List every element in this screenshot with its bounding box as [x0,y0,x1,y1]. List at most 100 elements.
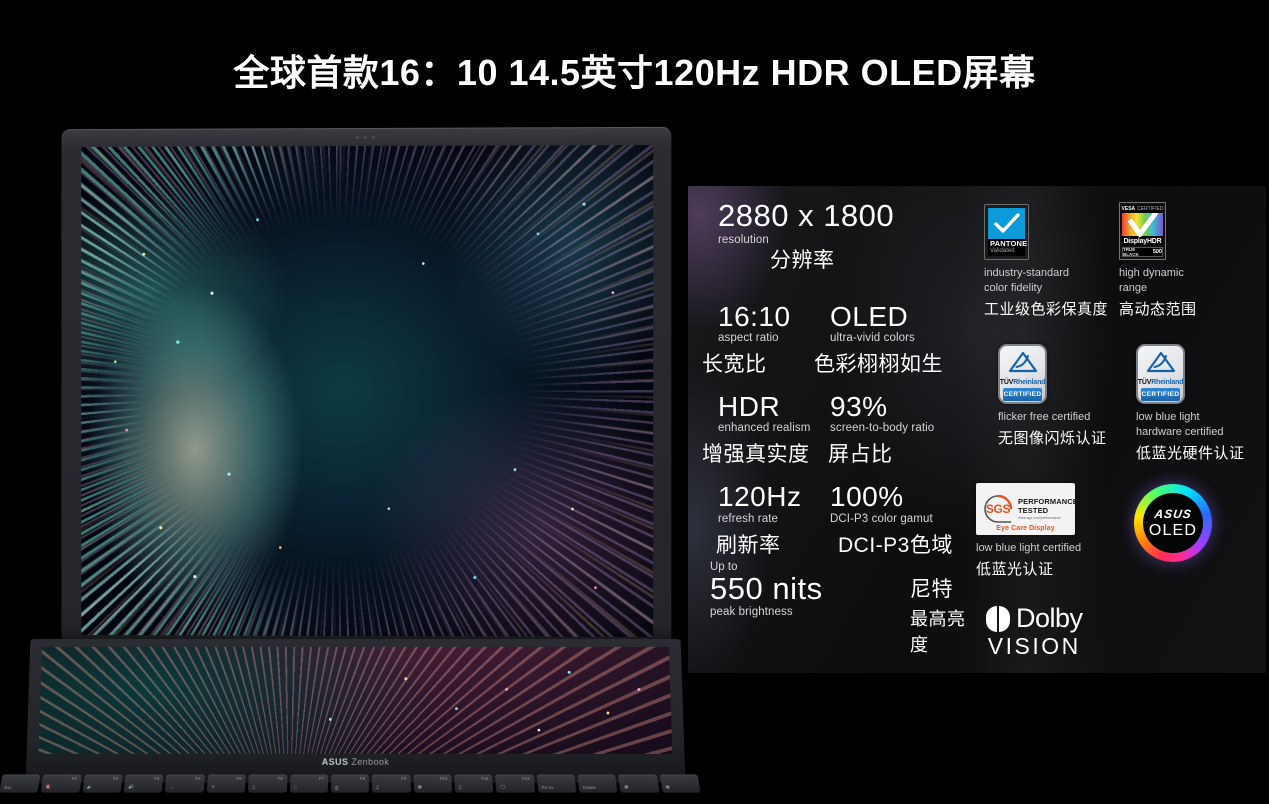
pantone-brand: PANTONE [990,239,1028,249]
spec-hdr-value: HDR [718,390,781,422]
cert-pantone-label-en: industry-standard color fidelity [984,266,1108,296]
spec-brightness-sub: peak brightness [710,606,793,619]
spec-resolution: 2880 x 1800 resolution 分辨率 [696,199,981,274]
tier-true-black: TRUE BLACK [1123,246,1139,257]
key-print-screen[interactable]: Prt Sc [536,774,577,793]
key-f10-camera-off[interactable]: ▣ F10 [413,774,453,793]
cert-sgs: SGS PERFORMANCE TESTED www.sgs.com/perfo… [976,483,1081,579]
pantone-sub: Validated [990,247,1015,254]
dolby-double-d-icon [986,605,1010,632]
spec-oled-value: OLED [830,300,909,332]
spec-gamut-sub: DCI-P3 color gamut [830,512,933,525]
cert-flicker-free: TÜVRheinland CERTIFIED flicker free cert… [998,344,1107,448]
key-f1-mute[interactable]: 🔇 F1 [40,774,82,793]
key-delete[interactable]: Delete [577,774,618,793]
key-f8-projector[interactable]: ⎙ F8 [330,774,370,793]
key-lock[interactable]: ▣ [659,774,701,793]
sgs-right-text: PERFORMANCE TESTED www.sgs.com/performan… [1018,497,1078,520]
check-icon [1122,212,1163,237]
dolby-line1: Dolby [986,605,1083,632]
cert-displayhdr-label-cn: 高动态范围 [1119,300,1197,318]
webcam-dot [371,135,375,139]
asus-oled-name: OLED [1148,521,1198,539]
vesa-rainbow-block [1122,212,1163,237]
spec-stb-cn: 屏占比 [828,443,893,467]
webcam-dot [363,135,367,139]
key-f5-brightness-up[interactable]: ☀ F5 [206,774,246,793]
sgs-performance-tested-badge: SGS PERFORMANCE TESTED www.sgs.com/perfo… [976,483,1078,535]
cert-dolby-vision: Dolby VISION [986,605,1083,660]
dolby-d-left [986,605,997,632]
sgs-ring-icon: SGS [981,492,1015,526]
spec-brightness-value: 550 nits [710,570,823,606]
spec-gamut-value: 100% [830,481,904,513]
spec-refresh-cn: 刷新率 [716,533,781,557]
cert-lbl-hw-line2: hardware certified [1136,425,1224,438]
cert-sgs-label-en: low blue light certified [976,542,1082,554]
tuv-triangle-icon [1008,351,1038,378]
spec-list: 2880 x 1800 resolution 分辨率 16:10 aspect … [696,199,981,657]
dolby-d-right [999,605,1010,632]
key-f11-screenpad[interactable]: ⎕ F11 [454,774,494,793]
keyboard-function-row[interactable]: Esc 🔇 F1 🔈 F2 🔊 F3 ☼ F4 ☀ F5 ⎕ F6 ░ F7 ⎙ F8 ⎕ F9 … [0,774,703,803]
pantone-validated-badge: PANTONE Validated [984,204,1029,260]
spec-aspect-sub: aspect ratio [718,331,779,344]
displayhdr-tier: TRUE BLACK 500 [1122,246,1163,257]
sgs-tagline: Eye Care Display [996,525,1055,532]
spec-brightness-cn2: 最高亮度 [910,608,966,655]
spec-aspect-oled: 16:10 aspect ratio OLED ultra-vivid colo… [696,300,981,378]
tuv-rheinland-badge: TÜVRheinland CERTIFIED [998,344,1047,404]
key-f3-volume-up[interactable]: 🔊 F3 [123,774,164,793]
brand-asus: ASUS [321,756,349,767]
spec-resolution-sub: resolution [718,233,769,246]
brand-zenbook: Zenbook [351,756,390,767]
key-f7-keyboard-backlight[interactable]: ░ F7 [289,774,329,793]
cert-asus-oled: ASUS OLED [1134,484,1212,562]
check-icon [993,212,1020,233]
cert-flicker-free-label-cn: 无图像闪烁认证 [998,429,1107,447]
spec-gamut-cn: DCI-P3色域 [838,533,953,557]
pantone-name-bar: PANTONE Validated [988,239,1028,256]
cert-sgs-label-cn: 低蓝光认证 [976,560,1054,578]
spec-panel: 2880 x 1800 resolution 分辨率 16:10 aspect … [688,186,1266,673]
laptop-lid [61,126,672,650]
key-f6-display-switch[interactable]: ⎕ F6 [247,774,287,793]
spec-stb-sub: screen-to-body ratio [830,422,935,435]
spec-brightness: Up to 550 nits peak brightness 尼特 最高亮度 [696,561,981,657]
cert-displayhdr-label-line2: range [1119,281,1148,294]
cert-pantone-label-line2: color fidelity [984,281,1043,294]
tuv-certified-bar: CERTIFIED [1003,388,1042,401]
cert-low-blue-light-label-en: low blue light hardware certified [1136,410,1245,440]
spec-brightness-upto: Up to [710,560,738,573]
key-snip[interactable]: ▣ [618,774,660,793]
screenpad-specks [38,646,673,754]
cert-pantone: PANTONE Validated industry-standard colo… [984,204,1108,319]
asus-wordmark: ASUS [1153,506,1193,521]
key-f2-volume-down[interactable]: 🔈 F2 [82,774,123,793]
key-f9-touchpad-lock[interactable]: ⎕ F9 [372,774,411,793]
spec-hdr-stb: HDR enhanced realism 93% screen-to-body … [696,392,981,468]
cert-lbl-hw-line1: low blue light [1136,411,1200,423]
spec-oled-cn: 色彩栩栩如生 [814,352,943,376]
spec-refresh-value: 120Hz [718,481,802,513]
vesa-displayhdr-badge: VESA CERTIFIED DisplayHDR TRUE BLACK [1119,202,1166,260]
webcam-dot [355,135,359,139]
cert-flicker-free-label-en: flicker free certified [998,410,1107,425]
tier-500: 500 [1152,248,1162,255]
pantone-blue-square [988,208,1025,239]
spec-aspect-value: 16:10 [718,300,791,332]
cert-low-blue-light-hw: TÜVRheinland CERTIFIED low blue light ha… [1136,344,1245,463]
cert-displayhdr: VESA CERTIFIED DisplayHDR TRUE BLACK [1119,202,1197,319]
spec-refresh-sub: refresh rate [718,512,779,525]
key-esc[interactable]: Esc [0,774,41,793]
laptop-brand-label: ASUS Zenbook [26,757,685,767]
asus-oled-badge: ASUS OLED [1134,484,1212,562]
laptop-screenpad: ASUS Zenbook [25,639,686,783]
key-f4-brightness-down[interactable]: ☼ F4 [165,774,205,793]
tuv-triangle-icon [1146,351,1176,378]
laptop-product-image: ASUS Zenbook Esc 🔇 F1 🔈 F2 🔊 F3 ☼ F4 ☀ F5 ⎕ F6… [0,118,701,793]
sgs-brand: SGS [985,502,1011,516]
key-f12-myasus[interactable]: ◯ F12 [495,774,536,793]
vesa-top-bar: VESA CERTIFIED [1122,205,1163,214]
cert-pantone-label-cn: 工业级色彩保真度 [984,300,1109,318]
